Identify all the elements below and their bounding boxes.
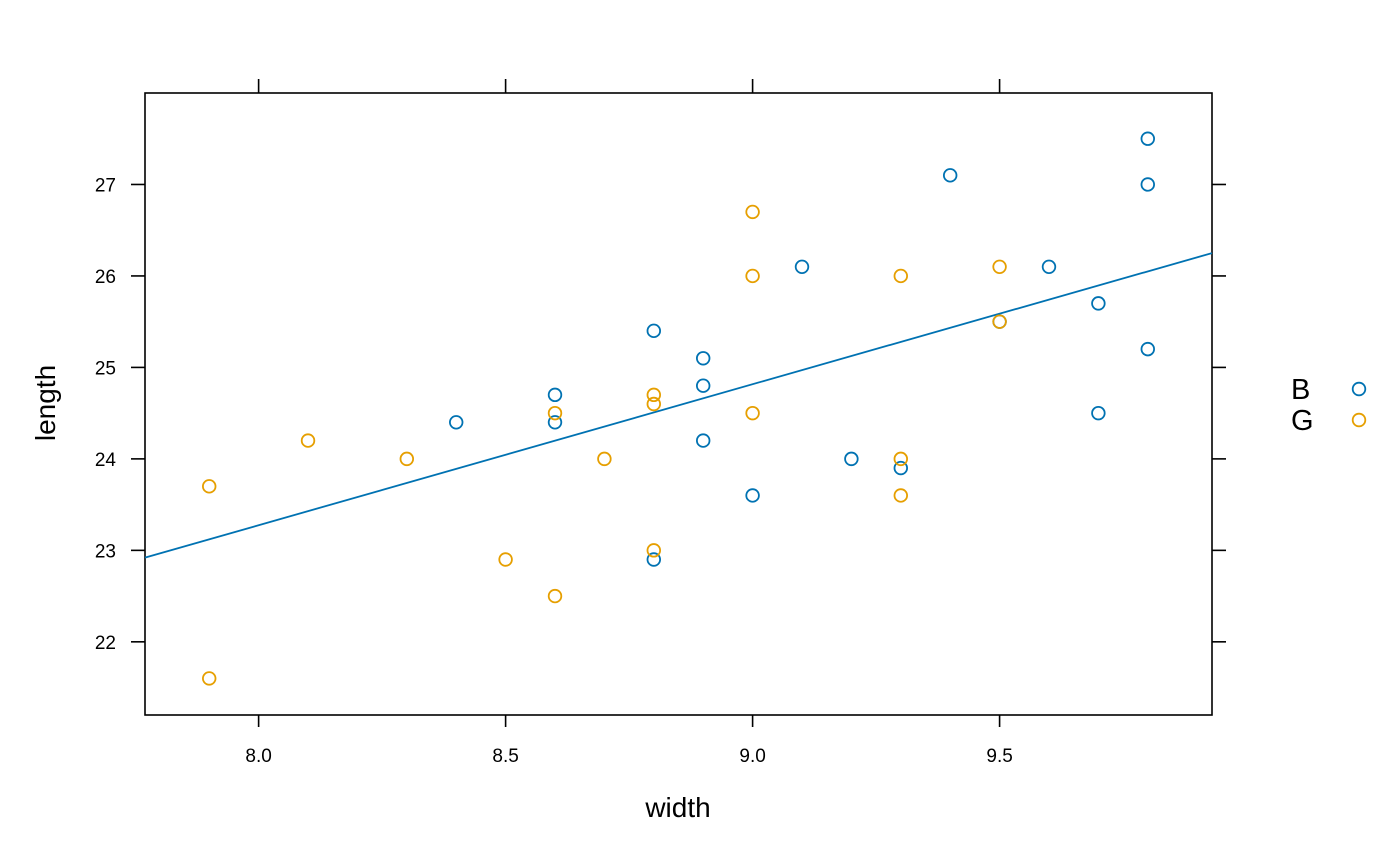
x-tick-label: 9.5 (986, 746, 1012, 767)
y-axis-title: length (30, 365, 61, 441)
point-g (646, 387, 662, 403)
point-b (695, 433, 711, 448)
point-g (202, 479, 217, 494)
y-tick-label: 23 (95, 541, 116, 562)
point-g (745, 268, 760, 284)
point-g (399, 451, 415, 467)
y-axis: 22 23 24 25 26 27 (95, 175, 1226, 654)
point-b (695, 351, 711, 366)
legend-marker-b (1351, 381, 1367, 397)
point-b (1140, 177, 1155, 192)
point-g (498, 552, 513, 567)
point-b (646, 323, 662, 339)
x-tick-label: 8.0 (245, 746, 271, 767)
y-tick-label: 26 (95, 267, 116, 288)
point-b (745, 488, 760, 503)
x-tick-label: 9.0 (739, 746, 765, 767)
point-b (646, 552, 662, 567)
point-b (449, 415, 464, 430)
y-tick-label: 27 (95, 175, 116, 196)
point-b (1041, 259, 1057, 274)
point-g (893, 451, 908, 467)
point-g (992, 259, 1007, 274)
point-b (1140, 131, 1155, 146)
point-b (844, 451, 859, 467)
point-g (300, 433, 316, 448)
point-g (547, 588, 563, 604)
point-b (1091, 405, 1106, 421)
point-b (893, 460, 908, 476)
point-g (646, 396, 662, 412)
regression-line (144, 252, 1213, 559)
point-g (745, 204, 760, 220)
points-layer (202, 131, 1155, 686)
y-tick-label: 22 (95, 633, 116, 654)
point-g (893, 488, 908, 503)
x-axis-title: width (644, 792, 710, 823)
point-b (695, 378, 711, 393)
legend-marker-g (1351, 412, 1367, 428)
point-b (547, 387, 563, 403)
point-b (794, 259, 810, 274)
legend-label-b: B (1291, 374, 1310, 406)
point-g (597, 451, 612, 467)
x-tick-label: 8.5 (492, 746, 518, 767)
legend: BG (1291, 374, 1367, 437)
point-g (745, 405, 760, 421)
x-axis: 8.0 8.5 9.0 9.5 (245, 79, 1013, 767)
point-g (646, 543, 662, 558)
point-b (942, 168, 958, 183)
y-tick-label: 25 (95, 358, 116, 379)
point-b (1091, 296, 1106, 311)
point-g (992, 314, 1007, 329)
plot-frame (144, 92, 1213, 716)
y-tick-label: 24 (95, 450, 117, 471)
point-b (547, 415, 563, 430)
point-g (893, 268, 908, 284)
point-g (202, 671, 217, 686)
point-g (547, 405, 563, 421)
legend-label-g: G (1291, 405, 1314, 437)
regression-layer (144, 252, 1213, 559)
point-b (1140, 341, 1155, 357)
